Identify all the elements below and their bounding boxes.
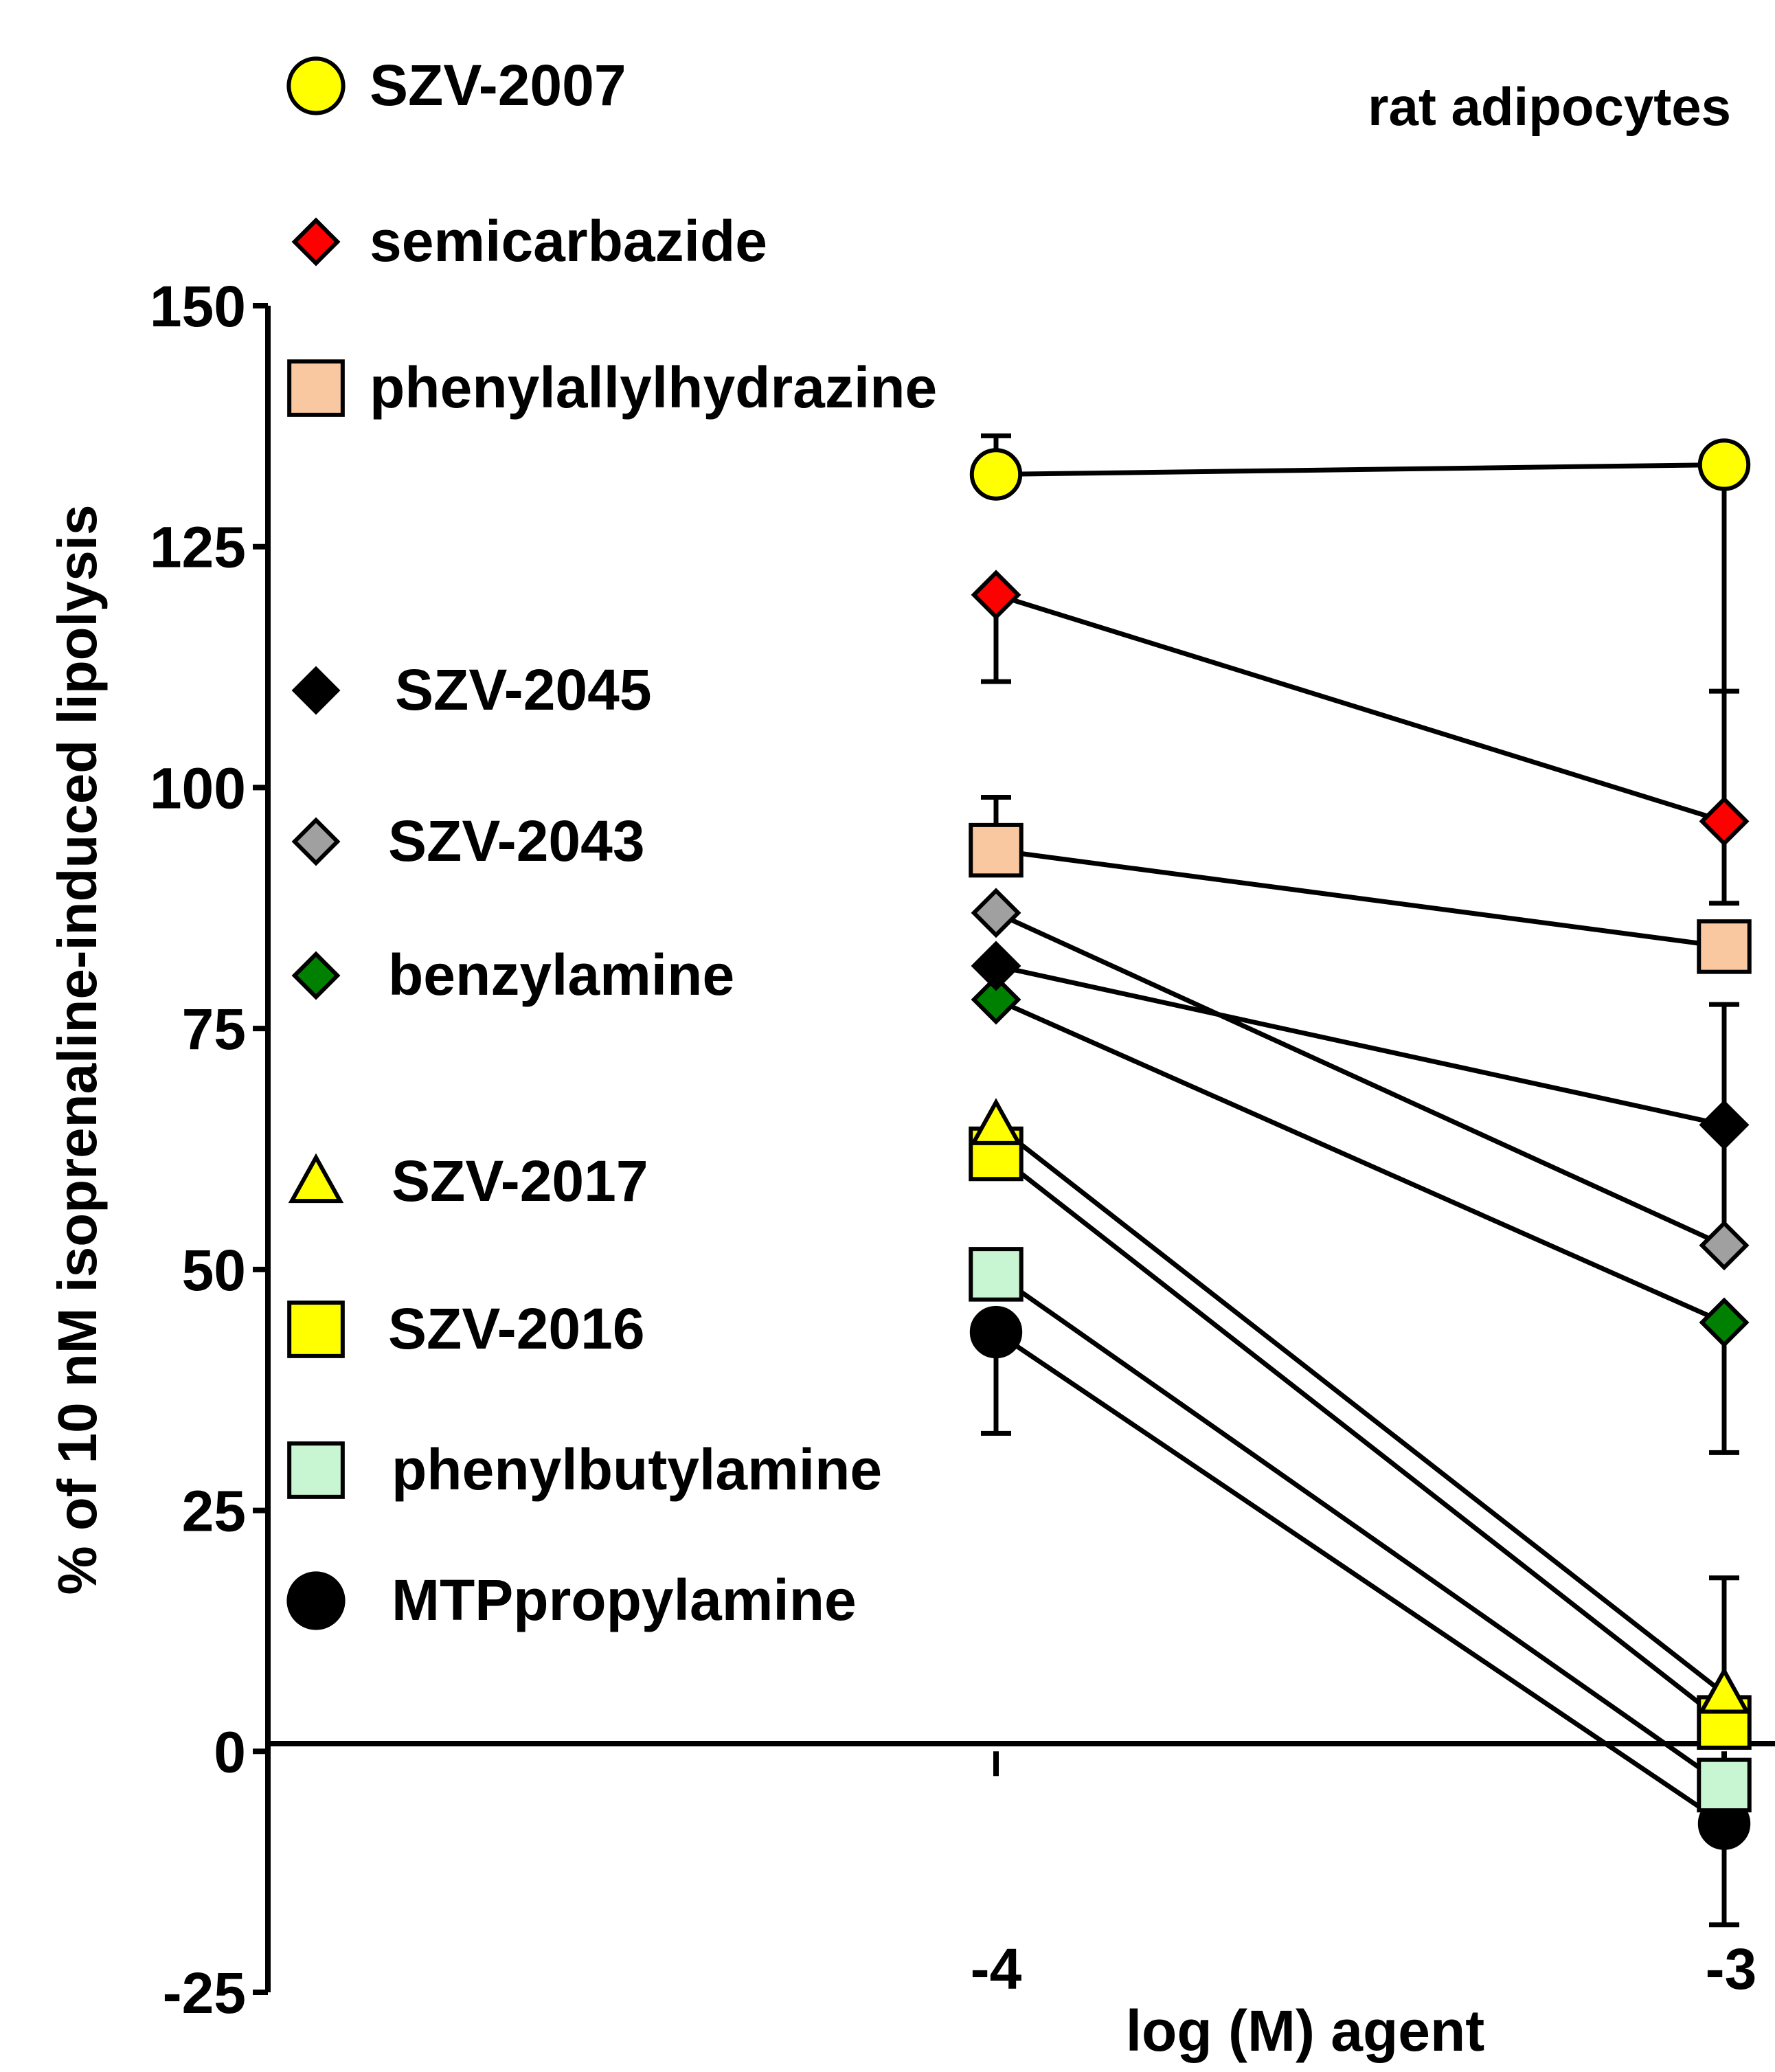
- legend-marker-SZV-2016: [287, 1300, 345, 1358]
- legend: SZV-2007 semicarbazide phenylallylhydrazin…: [286, 53, 937, 1632]
- data-point-SZV-2017: [1697, 1666, 1751, 1714]
- data-point-SZV-2007: [1697, 438, 1751, 491]
- series-line-benzylamine: [995, 997, 1726, 1325]
- data-point-SZV-2007: [969, 448, 1023, 501]
- series-line-SZV-2007: [995, 462, 1725, 477]
- y-tick-label: 150: [150, 274, 246, 339]
- legend-label: phenylallylhydrazine: [370, 355, 937, 420]
- y-tick-label: 25: [182, 1479, 246, 1544]
- data-point-benzylamine: [971, 974, 1021, 1025]
- legend-label: benzylamine: [388, 943, 734, 1007]
- y-tick-label: 0: [214, 1720, 246, 1784]
- data-point-SZV-2043: [971, 888, 1021, 938]
- series-line-SZV-2045: [995, 963, 1725, 1127]
- series-line-phenylbutylamine: [994, 1272, 1726, 1788]
- data-point-SZV-2045: [1699, 1099, 1750, 1150]
- series-line-SZV-2016: [994, 1151, 1726, 1724]
- data-point-SZV-2045: [971, 941, 1021, 991]
- data-point-SZV-2017: [969, 1098, 1023, 1145]
- legend-label: SZV-2043: [388, 809, 645, 873]
- y-axis-ticks: -25 0 25 50 75 100 125 150: [150, 274, 268, 2025]
- x-axis-ticks: -4 -3: [971, 1751, 1757, 2001]
- series-layer: [969, 433, 1752, 1928]
- legend-label: SZV-2016: [388, 1296, 645, 1361]
- legend-marker-SZV-2043: [291, 817, 341, 866]
- legend-label: phenylbutylamine: [392, 1437, 882, 1502]
- y-tick-label: 100: [150, 756, 246, 820]
- y-tick-label: 50: [182, 1238, 246, 1303]
- legend-label: SZV-2045: [395, 657, 652, 722]
- legend-marker-semicarbazide: [291, 217, 341, 267]
- legend-marker-MTPpropylamine: [286, 1571, 346, 1630]
- data-point-phenylallylhydrazine: [969, 822, 1024, 878]
- data-point-benzylamine: [1699, 1297, 1750, 1348]
- legend-marker-SZV-2017: [288, 1153, 344, 1204]
- legend-marker-phenylallylhydrazine: [287, 359, 345, 417]
- y-axis-label: % of 10 nM isoprenaline-induced lipolysi…: [47, 505, 108, 1595]
- x-axis-label: log (M) agent: [1126, 1998, 1485, 2063]
- series-line-SZV-2017: [994, 1123, 1726, 1696]
- data-point-MTPpropylamine: [969, 1305, 1023, 1359]
- legend-marker-phenylbutylamine: [287, 1441, 345, 1499]
- y-tick-label: 75: [182, 997, 246, 1061]
- series-line-SZV-2043: [995, 910, 1726, 1248]
- data-point-phenylbutylamine: [969, 1247, 1024, 1302]
- legend-marker-SZV-2007: [286, 56, 346, 115]
- legend-label: MTPpropylamine: [392, 1568, 857, 1632]
- series-line-MTPpropylamine: [995, 1330, 1726, 1826]
- x-tick-label: -3: [1706, 1937, 1757, 2001]
- legend-label: semicarbazide: [370, 209, 767, 273]
- series-line-phenylallylhydrazine: [995, 848, 1725, 949]
- legend-marker-benzylamine: [291, 951, 341, 1000]
- x-tick-label: -4: [971, 1937, 1022, 2001]
- series-lines: [981, 433, 1739, 1928]
- data-point-SZV-2043: [1699, 1220, 1750, 1271]
- y-tick-label: 125: [150, 515, 246, 580]
- data-point-semicarbazide: [971, 570, 1021, 620]
- legend-label: SZV-2017: [392, 1149, 648, 1213]
- series-line-semicarbazide: [995, 592, 1726, 824]
- legend-marker-SZV-2045: [291, 666, 341, 715]
- legend-label: SZV-2007: [370, 53, 626, 117]
- data-point-semicarbazide: [1699, 796, 1750, 847]
- annotation-label: rat adipocytes: [1368, 76, 1731, 137]
- y-tick-label: -25: [163, 1961, 246, 2025]
- series-markers: [969, 438, 1752, 1850]
- data-point-phenylbutylamine: [1697, 1757, 1752, 1813]
- data-point-phenylallylhydrazine: [1697, 919, 1752, 974]
